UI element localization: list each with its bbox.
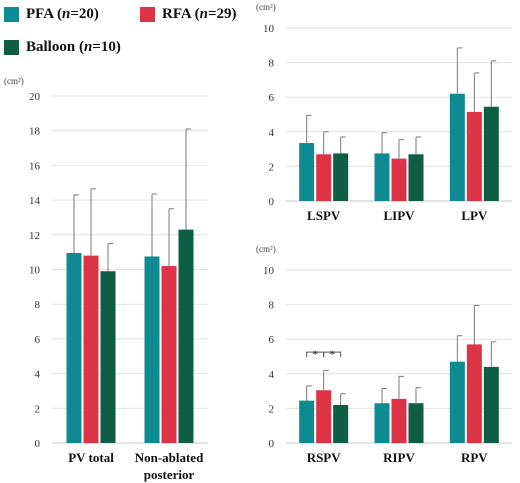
left-category-label: LPV — [461, 208, 488, 223]
right-bar-balloon — [483, 366, 499, 443]
main-y-tick-label: 0 — [35, 438, 41, 450]
legend-swatch-pfa — [4, 6, 19, 22]
right-category-label: RIPV — [383, 450, 415, 465]
right-bar-balloon — [333, 404, 349, 443]
left-category-label: LIPV — [383, 208, 415, 223]
left-y-tick-label: 4 — [269, 127, 275, 139]
right-category-label: RPV — [461, 450, 488, 465]
right-y-tick-label: 2 — [269, 403, 275, 415]
right-bar-rfa — [466, 344, 482, 443]
right-y-tick-label: 4 — [269, 369, 275, 381]
right-bar-rfa — [391, 398, 407, 443]
main-y-tick-label: 6 — [35, 334, 41, 346]
legend-label-balloon: Balloon (n=10) — [26, 38, 121, 55]
left-bar-rfa — [466, 111, 482, 201]
main-y-tick-label: 18 — [29, 126, 41, 138]
legend-label-rfa: RFA (n=29) — [162, 5, 237, 22]
right-y-tick-label: 8 — [269, 300, 275, 312]
main-category-label: Non-ablated — [135, 450, 204, 465]
legend: PFA (n=20) RFA (n=29) Balloon (n=10) — [4, 2, 254, 64]
main-y-tick-label: 20 — [29, 91, 41, 103]
main-y-tick-label: 16 — [29, 160, 41, 172]
main-y-tick-label: 14 — [29, 195, 41, 207]
left-bar-balloon — [483, 106, 499, 201]
main-bar-balloon — [100, 271, 116, 443]
main-y-tick-label: 10 — [29, 265, 41, 277]
right-bar-pfa — [449, 361, 465, 443]
left-y-tick-label: 6 — [269, 92, 275, 104]
left-bar-rfa — [316, 154, 332, 201]
left-bar-pfa — [449, 93, 465, 201]
right-bar-pfa — [299, 400, 315, 443]
left-bar-balloon — [333, 153, 349, 201]
right-y-tick-label: 0 — [269, 438, 275, 450]
legend-swatch-rfa — [140, 6, 155, 22]
left-y-tick-label: 0 — [269, 196, 275, 208]
main-y-tick-label: 4 — [35, 369, 41, 381]
right-bar-pfa — [374, 403, 390, 443]
left-bar-rfa — [391, 158, 407, 201]
main-bar-pfa — [66, 253, 82, 443]
left-y-tick-label: 8 — [269, 58, 275, 70]
main-bar-rfa — [161, 266, 177, 443]
right-bar-rfa — [316, 390, 332, 443]
legend-item-rfa: RFA (n=29) — [140, 4, 237, 24]
left-bar-pfa — [374, 153, 390, 201]
legend-swatch-balloon — [4, 39, 19, 55]
right-significance-bracket — [323, 351, 342, 358]
main-y-tick-label: 8 — [35, 299, 41, 311]
left-bar-balloon — [408, 154, 424, 201]
right-unit-label: (cm²) — [256, 244, 276, 254]
main-y-tick-label: 2 — [35, 403, 41, 415]
left-y-tick-label: 10 — [263, 23, 275, 35]
left-unit-label: (cm²) — [256, 2, 276, 12]
left-category-label: LSPV — [307, 208, 341, 223]
left-bar-pfa — [299, 143, 315, 201]
right-y-tick-label: 10 — [263, 265, 275, 277]
right-significance-label: * — [329, 347, 335, 361]
main-bar-rfa — [83, 255, 99, 443]
main-category-label: PV total — [68, 450, 114, 465]
legend-label-pfa: PFA (n=20) — [26, 5, 99, 22]
right-significance-label: * — [312, 347, 318, 361]
main-bar-pfa — [144, 256, 160, 443]
main-unit-label: (cm²) — [4, 76, 24, 86]
main-bar-balloon — [178, 229, 194, 443]
legend-item-balloon: Balloon (n=10) — [4, 37, 121, 57]
right-category-label: RSPV — [307, 450, 342, 465]
legend-item-pfa: PFA (n=20) — [4, 4, 99, 24]
left-y-tick-label: 2 — [269, 161, 275, 173]
main-category-label: posterior — [144, 467, 195, 482]
right-bar-balloon — [408, 403, 424, 443]
main-y-tick-label: 12 — [29, 230, 40, 242]
right-y-tick-label: 6 — [269, 334, 275, 346]
